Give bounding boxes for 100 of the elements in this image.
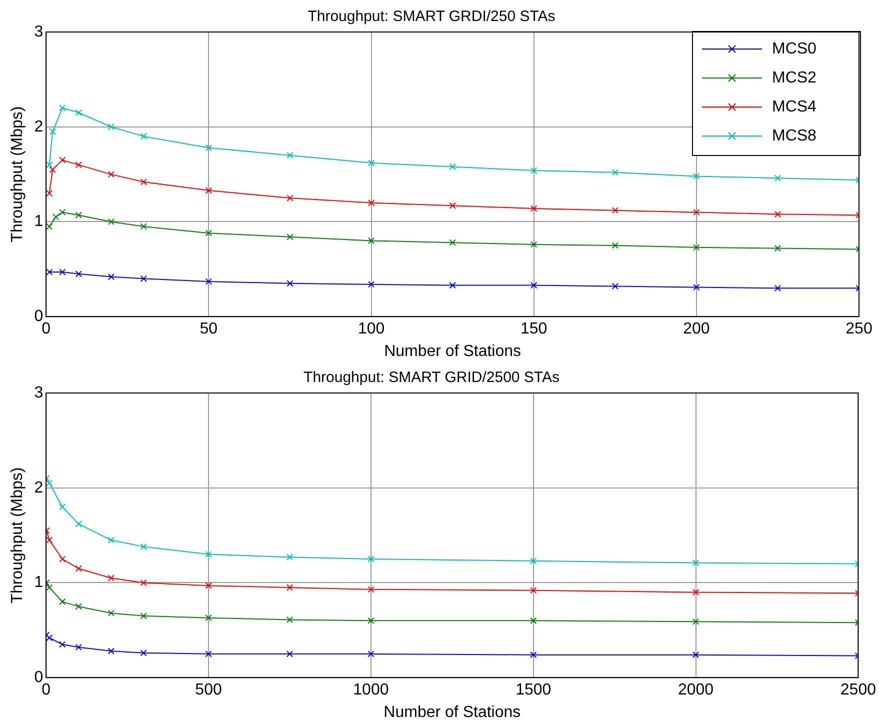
point	[46, 268, 53, 276]
point	[59, 556, 66, 562]
point	[140, 543, 147, 550]
y-tick-label: 0	[34, 669, 44, 686]
point	[205, 278, 212, 285]
point	[46, 223, 53, 230]
point	[286, 584, 294, 591]
chart-title: Throughput: SMART GRID/2500 STAs	[304, 369, 560, 386]
y-tick-label: 3	[34, 384, 44, 402]
x-tick-label: 100	[358, 320, 385, 338]
point	[692, 588, 700, 596]
point	[368, 281, 375, 288]
point	[108, 218, 114, 226]
point	[530, 586, 537, 594]
y-tick-label: 1	[34, 574, 44, 592]
y-axis-title: Throughput (Mbps)	[9, 467, 26, 604]
point	[530, 617, 537, 624]
point	[75, 212, 82, 218]
point	[75, 644, 82, 651]
point	[75, 565, 82, 572]
y-tick-label: 1	[34, 213, 44, 230]
legend-label: MCS4	[772, 98, 817, 116]
point	[449, 163, 456, 170]
point	[449, 239, 456, 246]
point	[205, 582, 212, 589]
point	[140, 650, 147, 656]
point	[368, 556, 374, 562]
point	[612, 242, 618, 249]
point	[108, 574, 114, 582]
point	[286, 152, 294, 159]
point	[530, 167, 538, 174]
point	[530, 558, 537, 564]
point	[449, 282, 456, 289]
y-tick-label: 3	[34, 23, 44, 40]
legend-label: MCS2	[772, 69, 817, 86]
x-tick-label: 500	[195, 682, 222, 699]
point	[140, 275, 147, 282]
x-tick-label: 200	[683, 320, 710, 338]
point	[612, 207, 618, 214]
point	[205, 144, 212, 152]
point	[612, 169, 618, 176]
x-tick-label: 2000	[678, 682, 714, 699]
point	[286, 554, 294, 560]
y-tick-label: 0	[34, 308, 44, 326]
point	[75, 270, 82, 278]
point	[46, 536, 53, 544]
point	[205, 650, 212, 658]
x-axis-title: Number of Stations	[384, 342, 522, 360]
point	[286, 280, 294, 287]
point	[140, 178, 147, 186]
point	[692, 618, 700, 625]
point	[46, 190, 53, 197]
point	[52, 214, 60, 220]
point	[693, 284, 700, 291]
x-tick-label: 250	[846, 320, 872, 338]
point	[612, 282, 618, 290]
point	[774, 244, 782, 252]
x-tick-label: 1500	[516, 682, 552, 699]
point	[108, 648, 114, 654]
x-axis-title: Number of Stations	[384, 704, 521, 721]
legend-label: MCS0	[772, 40, 817, 58]
point	[140, 133, 147, 140]
point	[774, 284, 782, 292]
point	[75, 603, 82, 610]
point	[693, 208, 700, 216]
point	[286, 234, 294, 240]
x-tick-label: 1000	[353, 682, 389, 699]
point	[46, 161, 53, 168]
point	[140, 612, 147, 620]
point	[449, 202, 456, 209]
y-tick-label: 2	[34, 479, 44, 496]
point	[108, 124, 114, 130]
point	[530, 652, 537, 658]
point	[692, 652, 700, 658]
point	[205, 187, 212, 194]
point	[59, 641, 66, 648]
point	[75, 109, 82, 116]
point	[693, 244, 700, 251]
point	[286, 650, 294, 658]
x-tick-label: 150	[520, 320, 548, 338]
point	[286, 194, 294, 202]
point	[368, 617, 374, 624]
point	[49, 166, 56, 173]
point	[108, 170, 114, 178]
point	[368, 586, 374, 593]
point	[59, 104, 66, 112]
point	[59, 208, 66, 216]
point	[368, 160, 375, 166]
point	[530, 205, 538, 212]
point	[205, 230, 212, 236]
point	[108, 536, 114, 544]
point	[530, 241, 538, 248]
point	[140, 223, 147, 230]
point	[286, 616, 294, 624]
point	[49, 128, 56, 135]
point	[368, 199, 375, 206]
x-tick-label: 50	[200, 320, 218, 338]
chart-title: Throughput: SMART GRDI/250 STAs	[308, 8, 556, 26]
x-tick-label: 2500	[840, 682, 876, 699]
point	[75, 520, 82, 528]
